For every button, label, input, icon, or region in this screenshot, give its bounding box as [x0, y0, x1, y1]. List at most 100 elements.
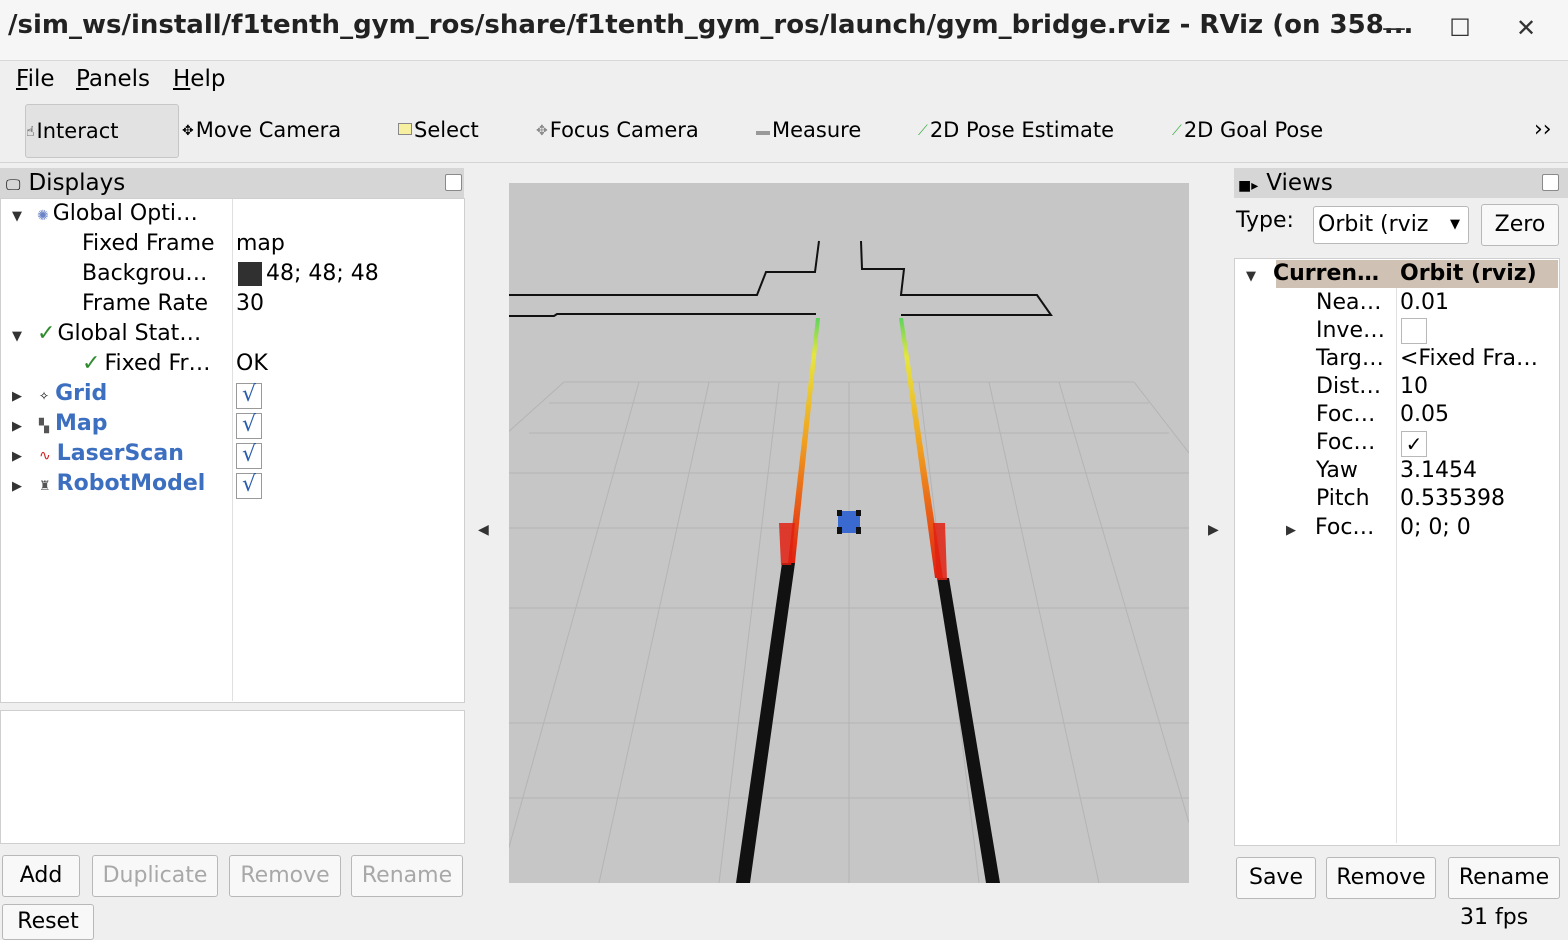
select-tool[interactable]: Select [398, 104, 479, 156]
interact-tool[interactable]: ☝Interact [25, 104, 179, 158]
near-clip-value[interactable]: 0.01 [1400, 290, 1449, 315]
display-item-map[interactable]: ▶ ▚ Map [12, 409, 108, 442]
menu-bar [0, 62, 1568, 98]
menu-file[interactable]: File [16, 66, 55, 92]
collapse-left-icon[interactable]: ◀ [478, 522, 489, 538]
green-arrow-icon: ⟋ [1172, 123, 1182, 139]
expand-right-icon: ▶ [1286, 523, 1296, 538]
goal-pose-tool[interactable]: ⟋2D Goal Pose [1172, 104, 1323, 156]
robot-icon: ♜ [39, 479, 51, 494]
ground-grid [509, 381, 1189, 883]
views-float-toggle[interactable] [1542, 174, 1559, 191]
rename-view-button[interactable]: Rename [1448, 857, 1560, 899]
focal-shape-size-value[interactable]: 0.05 [1400, 402, 1449, 427]
expand-right-icon: ▶ [12, 449, 22, 464]
robot-model [837, 510, 861, 534]
fixed-frame-status-row: ✓ Fixed Fr… [82, 349, 211, 379]
interact-label: Interact [36, 119, 119, 143]
duplicate-button[interactable]: Duplicate [92, 855, 218, 897]
invert-z-checkbox[interactable] [1401, 318, 1427, 344]
displays-float-toggle[interactable] [445, 174, 462, 191]
displays-panel-header: 🖵 Displays [0, 168, 464, 198]
views-title: Views [1266, 170, 1333, 196]
measure-tool[interactable]: Measure [756, 104, 861, 156]
check-icon: ✓ [37, 321, 56, 346]
expand-down-icon: ▼ [12, 329, 22, 344]
move-camera-label: Move Camera [195, 118, 342, 142]
views-panel-header: ■▸ Views [1234, 168, 1568, 198]
focal-point-label: Foc… [1315, 515, 1375, 540]
laser-scan-left-near [779, 523, 795, 565]
global-options-row[interactable]: ▼ ✺ Global Opti… [12, 199, 198, 232]
select-icon [398, 105, 412, 157]
fixed-frame-label: Fixed Frame [82, 231, 215, 256]
view-type-select[interactable]: Orbit (rviz ▼ [1313, 206, 1469, 244]
focal-point-value[interactable]: 0; 0; 0 [1400, 515, 1471, 540]
move-camera-icon: ✥ [182, 123, 194, 139]
remove-view-button[interactable]: Remove [1326, 857, 1436, 899]
menu-help[interactable]: Help [173, 66, 226, 92]
focal-shape-fixed-label: Foc… [1316, 430, 1376, 455]
robotmodel-enabled-checkbox[interactable]: √ [236, 473, 262, 499]
robotmodel-label: RobotModel [56, 471, 206, 496]
tool-bar [0, 100, 1568, 163]
laserscan-enabled-checkbox[interactable]: √ [236, 443, 262, 469]
pitch-value[interactable]: 0.535398 [1400, 486, 1505, 511]
add-button[interactable]: Add [2, 855, 80, 897]
display-item-robotmodel[interactable]: ▶ ♜ RobotModel [12, 469, 205, 502]
focal-point-row[interactable]: ▶ Foc… [1286, 513, 1374, 546]
goal-pose-label: 2D Goal Pose [1183, 118, 1324, 142]
rename-display-button[interactable]: Rename [351, 855, 463, 897]
grid-enabled-checkbox[interactable]: √ [236, 383, 262, 409]
background-value[interactable]: 48; 48; 48 [266, 261, 379, 286]
3d-render-viewport[interactable] [509, 183, 1189, 883]
pose-estimate-tool[interactable]: ⟋2D Pose Estimate [918, 104, 1114, 156]
map-icon: ▚ [39, 419, 49, 434]
frame-rate-value[interactable]: 30 [236, 291, 264, 316]
save-view-button[interactable]: Save [1236, 857, 1316, 899]
display-item-grid[interactable]: ▶ ✧ Grid [12, 379, 107, 412]
target-frame-value[interactable]: <Fixed Fra… [1400, 346, 1539, 371]
laserscan-icon: ∿ [39, 448, 51, 464]
laserscan-label: LaserScan [56, 441, 184, 466]
minimize-button[interactable]: — [1382, 14, 1406, 42]
yaw-value[interactable]: 3.1454 [1400, 458, 1477, 483]
current-view-value: Orbit (rviz) [1400, 261, 1537, 286]
close-button[interactable]: ✕ [1515, 14, 1537, 42]
focus-camera-label: Focus Camera [549, 118, 699, 142]
focal-shape-size-label: Foc… [1316, 402, 1376, 427]
move-camera-tool[interactable]: ✥Move Camera [182, 104, 341, 156]
zero-button[interactable]: Zero [1481, 204, 1559, 246]
grid-icon: ✧ [39, 389, 50, 403]
fixed-frame-value[interactable]: map [236, 231, 285, 256]
current-view-row[interactable]: ▼ Curren… [1246, 259, 1379, 292]
fps-counter: 31 fps [1460, 905, 1529, 930]
view-type-value: Orbit (rviz [1318, 212, 1429, 237]
map-enabled-checkbox[interactable]: √ [236, 413, 262, 439]
remove-display-button[interactable]: Remove [229, 855, 341, 897]
menu-panels[interactable]: Panels [76, 66, 151, 92]
focal-shape-fixed-checkbox[interactable]: ✓ [1401, 431, 1427, 457]
chevron-down-icon: ▼ [1450, 217, 1460, 232]
wall-left [736, 563, 795, 883]
laser-scan-right-near [933, 523, 947, 580]
focus-camera-tool[interactable]: ✥Focus Camera [536, 104, 699, 156]
expand-right-icon: ▶ [12, 419, 22, 434]
distance-label: Dist… [1316, 374, 1382, 399]
current-view-row-highlight [1276, 260, 1558, 288]
yaw-label: Yaw [1316, 458, 1358, 483]
global-status-row[interactable]: ▼ ✓Global Stat… [12, 319, 201, 352]
measure-label: Measure [772, 118, 862, 142]
display-item-laserscan[interactable]: ▶ ∿ LaserScan [12, 439, 184, 472]
window-title: /sim_ws/install/f1tenth_gym_ros/share/f1… [8, 10, 1414, 40]
background-color-swatch[interactable] [238, 262, 262, 286]
toolbar-overflow-button[interactable]: ›› [1534, 117, 1552, 142]
laser-scan-left [788, 318, 820, 563]
reset-button[interactable]: Reset [2, 904, 94, 940]
collapse-right-icon[interactable]: ▶ [1208, 522, 1219, 538]
distance-value[interactable]: 10 [1400, 374, 1428, 399]
maximize-button[interactable]: ☐ [1449, 14, 1471, 42]
view-type-label: Type: [1236, 208, 1294, 233]
expand-down-icon: ▼ [12, 209, 22, 224]
near-clip-label: Nea… [1316, 290, 1382, 315]
